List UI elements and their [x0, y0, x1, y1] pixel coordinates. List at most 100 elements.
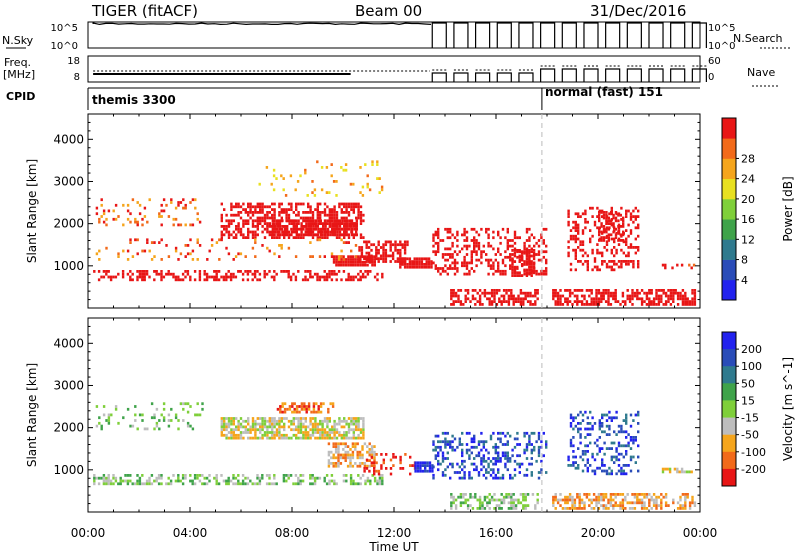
range-cell	[437, 440, 440, 444]
range-cell	[603, 430, 606, 434]
range-cell	[466, 291, 470, 295]
range-cell	[256, 227, 259, 231]
range-cell	[589, 240, 592, 244]
range-cell	[239, 431, 243, 434]
range-cell	[247, 436, 250, 440]
range-cell	[643, 493, 646, 496]
range-cell	[601, 430, 604, 434]
range-cell	[387, 254, 390, 258]
range-cell	[519, 291, 523, 295]
range-cell	[302, 227, 305, 231]
range-cell	[323, 419, 327, 423]
range-cell	[97, 476, 101, 480]
range-cell	[514, 498, 518, 502]
range-cell	[664, 294, 668, 298]
range-cell	[463, 239, 466, 242]
range-cell	[468, 244, 471, 248]
range-cell	[359, 436, 363, 440]
range-cell	[513, 271, 517, 275]
range-cell	[612, 504, 615, 507]
range-cell	[381, 482, 384, 486]
range-cell	[507, 297, 511, 301]
range-cell	[487, 272, 490, 276]
range-cell	[596, 268, 599, 272]
range-cell	[316, 225, 319, 228]
range-cell	[384, 248, 388, 252]
range-cell	[198, 275, 202, 279]
range-cell	[247, 222, 250, 225]
range-cell	[157, 476, 161, 480]
range-cell	[461, 459, 464, 463]
range-cell	[634, 218, 637, 221]
range-cell	[281, 230, 284, 234]
range-cell	[311, 433, 315, 437]
range-cell	[465, 244, 469, 248]
y-tick-label: 1000	[53, 463, 84, 477]
range-cell	[182, 419, 185, 422]
range-cell	[352, 208, 355, 211]
range-cell	[358, 456, 362, 460]
range-cell	[481, 291, 484, 295]
range-cell	[487, 258, 490, 262]
range-cell	[235, 205, 238, 209]
range-cell	[525, 230, 529, 234]
range-cell	[316, 213, 319, 217]
range-cell	[299, 436, 303, 440]
range-cell	[287, 270, 290, 273]
range-cell	[672, 501, 675, 505]
range-cell	[172, 474, 175, 477]
range-cell	[492, 236, 495, 240]
range-cell	[340, 202, 343, 206]
range-cell	[328, 213, 331, 217]
range-cell	[437, 462, 440, 466]
range-cell	[275, 177, 278, 180]
range-cell	[217, 270, 221, 273]
range-cell	[493, 493, 496, 496]
range-cell	[681, 289, 685, 292]
range-cell	[645, 294, 649, 298]
y-tick-label: 2000	[53, 421, 84, 435]
range-cell	[275, 236, 279, 239]
range-cell	[468, 457, 471, 460]
range-cell	[172, 275, 175, 279]
range-cell	[493, 294, 496, 298]
range-cell	[366, 174, 369, 178]
range-cell	[349, 462, 352, 465]
range-cell	[607, 227, 610, 231]
range-cell	[313, 482, 317, 486]
range-cell	[612, 216, 615, 220]
range-cell	[350, 417, 353, 420]
range-cell	[278, 205, 281, 209]
range-cell	[358, 462, 362, 465]
range-cell	[676, 501, 680, 505]
range-cell	[315, 410, 318, 414]
range-cell	[181, 272, 185, 276]
range-cell	[604, 291, 608, 295]
range-cell	[542, 272, 545, 276]
range-cell	[304, 425, 307, 429]
range-cell	[601, 469, 604, 473]
range-cell	[482, 454, 485, 458]
range-cell	[488, 507, 491, 510]
range-cell	[495, 303, 499, 306]
range-cell	[334, 462, 338, 465]
range-cell	[136, 252, 139, 256]
range-cell	[268, 436, 271, 440]
range-cell	[295, 417, 298, 420]
range-cell	[614, 211, 618, 214]
range-cell	[516, 255, 519, 259]
range-cell	[232, 419, 235, 423]
range-cell	[297, 482, 300, 486]
range-cell	[341, 219, 344, 223]
range-cell	[511, 265, 514, 269]
range-cell	[584, 450, 587, 453]
range-cell	[509, 473, 512, 477]
range-cell	[480, 457, 483, 460]
range-cell	[660, 297, 663, 301]
range-cell	[629, 447, 633, 450]
range-cell	[328, 211, 331, 214]
range-cell	[227, 230, 231, 234]
range-cell	[131, 272, 134, 276]
range-cell	[337, 453, 340, 457]
range-cell	[148, 476, 151, 480]
